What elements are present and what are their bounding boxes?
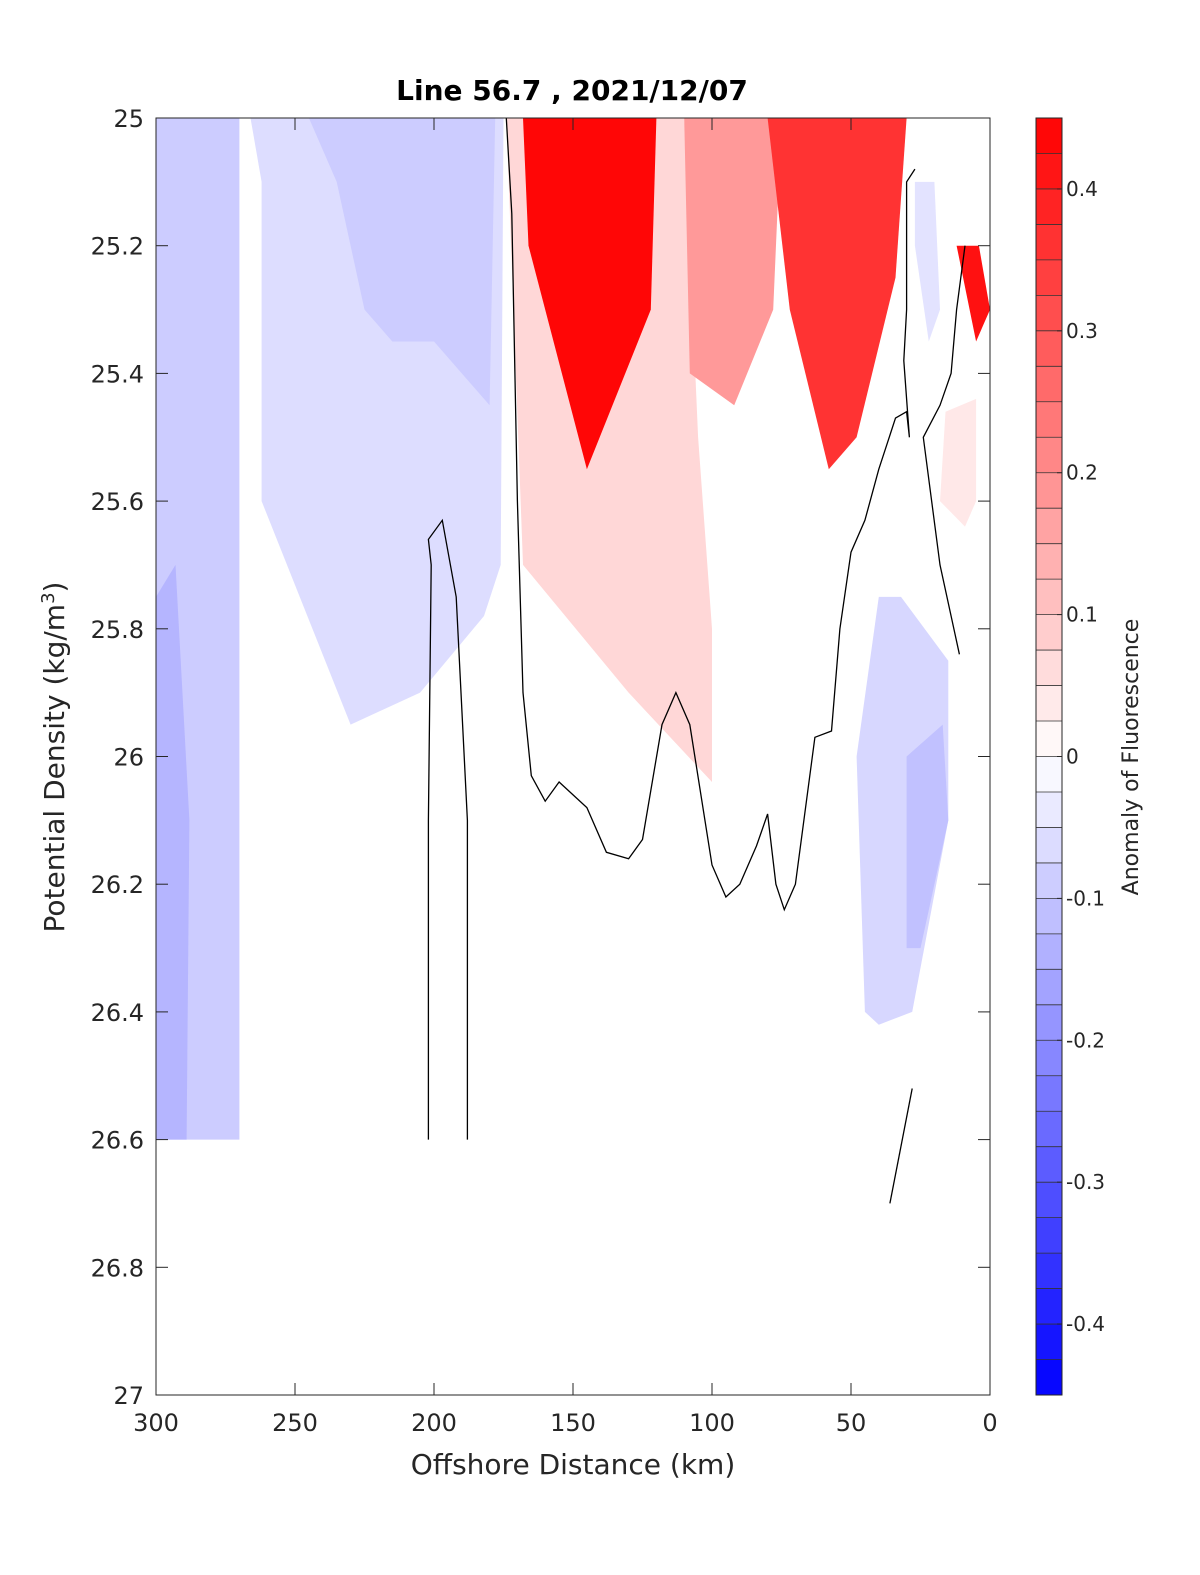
region-near-coast-low-2 — [906, 724, 949, 949]
colorbar-band — [1036, 579, 1062, 616]
y-axis-label-superscript: 3 — [38, 592, 59, 603]
zero-contour-1 — [427, 518, 469, 1140]
region-coast-high — [956, 245, 990, 342]
y-tick-label: 26.8 — [91, 1254, 144, 1282]
colorbar-band — [1036, 1040, 1062, 1077]
colorbar-band — [1036, 614, 1062, 651]
x-tick-label: 50 — [836, 1409, 867, 1437]
colorbar-tick-label: -0.3 — [1066, 1170, 1105, 1194]
colorbar-band — [1036, 543, 1062, 580]
colorbar-tick-label: 0.3 — [1066, 319, 1098, 343]
colorbar-band — [1036, 472, 1062, 509]
region-offshore-low-2 — [156, 564, 190, 1140]
colorbar-band — [1036, 862, 1062, 899]
region-top-coast-low — [914, 181, 940, 342]
colorbar-band — [1036, 508, 1062, 545]
colorbar-tick-label: -0.2 — [1066, 1028, 1105, 1052]
colorbar-band — [1036, 330, 1062, 367]
colorbar-band — [1036, 437, 1062, 474]
colorbar-label: Anomaly of Fluorescence — [1119, 619, 1144, 896]
colorbar-band — [1036, 401, 1062, 438]
colorbar-band — [1036, 295, 1062, 332]
y-tick-label: 25.6 — [91, 488, 144, 516]
x-tick-label: 100 — [689, 1409, 735, 1437]
colorbar-band — [1036, 1004, 1062, 1041]
x-tick-label: 300 — [133, 1409, 179, 1437]
y-tick-label: 27 — [113, 1382, 144, 1410]
y-axis: 25 25.2 25.4 25.6 25.8 26 26.2 26.4 26.6 26.8 27 — [91, 105, 990, 1410]
y-tick-label: 25.8 — [91, 616, 144, 644]
region-coast-high-2 — [940, 398, 977, 527]
colorbar-band — [1036, 685, 1062, 722]
colorbar-band — [1036, 933, 1062, 970]
zero-contour-0 — [505, 118, 916, 912]
colorbar-band — [1036, 224, 1062, 261]
colorbar-band — [1036, 756, 1062, 793]
colorbar-tick-label: -0.1 — [1066, 886, 1105, 910]
colorbar-tick-label: 0 — [1066, 745, 1079, 769]
colorbar: 0.4 0.3 0.2 0.1 0 -0.1 -0.2 -0.3 -0.4 — [1035, 117, 1105, 1396]
colorbar-band — [1036, 366, 1062, 403]
colorbar-band — [1036, 827, 1062, 864]
region-high-2 — [523, 118, 657, 470]
colorbar-band — [1036, 1288, 1062, 1325]
x-tick-label: 250 — [272, 1409, 318, 1437]
colorbar-band — [1036, 153, 1062, 190]
colorbar-band — [1036, 1217, 1062, 1254]
colorbar-band — [1036, 969, 1062, 1006]
y-tick-label: 25.4 — [91, 360, 144, 388]
colorbar-band — [1036, 1324, 1062, 1361]
y-tick-label: 26.4 — [91, 999, 144, 1027]
y-axis-label: Potential Density (kg/m3) — [38, 582, 72, 933]
colorbar-band — [1036, 1111, 1062, 1148]
heatmap-regions — [156, 118, 990, 1140]
colorbar-band — [1036, 650, 1062, 687]
colorbar-band — [1036, 1182, 1062, 1219]
colorbar-band — [1036, 1075, 1062, 1112]
colorbar-band — [1036, 898, 1062, 935]
y-tick-label: 25.2 — [91, 233, 144, 261]
x-axis-label: Offshore Distance (km) — [411, 1448, 736, 1481]
x-tick-label: 150 — [550, 1409, 596, 1437]
x-tick-label: 0 — [982, 1409, 997, 1437]
y-tick-label: 26.2 — [91, 871, 144, 899]
colorbar-tick-label: 0.2 — [1066, 461, 1098, 485]
x-tick-label: 200 — [411, 1409, 457, 1437]
colorbar-tick-label: 0.4 — [1066, 177, 1098, 201]
y-axis-label-main: Potential Density (kg/m — [38, 604, 71, 933]
zero-contour-2 — [922, 245, 966, 655]
colorbar-band — [1036, 791, 1062, 828]
colorbar-band — [1036, 188, 1062, 225]
region-mid-low-2 — [308, 118, 496, 406]
colorbar-tick-label: 0.1 — [1066, 603, 1098, 627]
y-tick-label: 25 — [113, 105, 144, 133]
y-axis-label-end: ) — [38, 582, 71, 593]
y-tick-label: 26.6 — [91, 1127, 144, 1155]
zero-contour-3 — [889, 1088, 913, 1204]
region-high-4 — [767, 118, 907, 470]
colorbar-band — [1036, 721, 1062, 757]
colorbar-band — [1036, 1359, 1062, 1396]
zero-contours — [427, 118, 966, 1204]
chart-title: Line 56.7 , 2021/12/07 — [396, 74, 748, 107]
colorbar-band — [1036, 259, 1062, 296]
colorbar-tick-label: -0.4 — [1066, 1312, 1105, 1336]
colorbar-band — [1036, 118, 1062, 154]
x-axis: 300 250 200 150 100 50 0 — [133, 118, 998, 1437]
region-high-3 — [684, 118, 782, 406]
colorbar-band — [1036, 1253, 1062, 1290]
colorbar-band — [1036, 1146, 1062, 1183]
y-tick-label: 26 — [113, 744, 144, 772]
